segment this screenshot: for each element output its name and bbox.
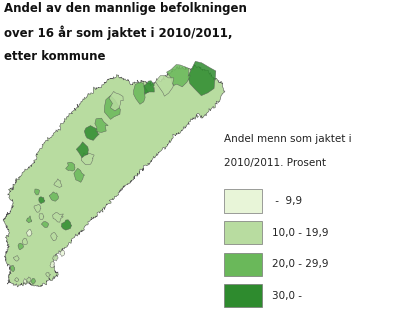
Polygon shape (13, 256, 19, 261)
Polygon shape (46, 273, 50, 277)
Bar (224, 221, 262, 244)
Polygon shape (53, 255, 58, 261)
Polygon shape (27, 277, 31, 282)
Text: -  9,9: - 9,9 (272, 196, 302, 206)
Polygon shape (144, 81, 154, 94)
Polygon shape (84, 125, 99, 140)
Text: etter kommune: etter kommune (4, 50, 106, 63)
Polygon shape (18, 243, 24, 250)
Polygon shape (74, 168, 85, 182)
Polygon shape (39, 213, 44, 220)
Polygon shape (51, 233, 57, 241)
Polygon shape (34, 204, 41, 212)
Text: 10,0 - 19,9: 10,0 - 19,9 (272, 228, 329, 237)
Text: Andel av den mannlige befolkningen: Andel av den mannlige befolkningen (4, 2, 247, 15)
Polygon shape (26, 229, 32, 236)
Polygon shape (53, 212, 64, 222)
Polygon shape (3, 65, 225, 287)
Polygon shape (14, 278, 19, 282)
Polygon shape (31, 278, 36, 285)
Polygon shape (66, 162, 75, 171)
Bar (224, 189, 262, 212)
Text: 30,0 -: 30,0 - (272, 291, 302, 301)
Polygon shape (61, 220, 72, 230)
Text: over 16 år som jaktet i 2010/2011,: over 16 år som jaktet i 2010/2011, (4, 26, 232, 40)
Polygon shape (104, 96, 120, 119)
Polygon shape (76, 142, 88, 158)
Polygon shape (109, 92, 123, 111)
Polygon shape (134, 82, 148, 104)
Polygon shape (60, 250, 65, 257)
Polygon shape (50, 262, 54, 268)
Polygon shape (81, 153, 94, 165)
Polygon shape (41, 221, 48, 228)
Polygon shape (155, 75, 174, 96)
Polygon shape (26, 216, 32, 223)
Text: Andel menn som jaktet i: Andel menn som jaktet i (224, 134, 352, 144)
Text: 2010/2011. Prosent: 2010/2011. Prosent (224, 158, 326, 168)
Polygon shape (23, 278, 27, 284)
Polygon shape (49, 192, 58, 201)
Polygon shape (22, 238, 27, 244)
Polygon shape (54, 179, 62, 188)
Bar (224, 284, 262, 308)
Polygon shape (95, 118, 108, 132)
Polygon shape (39, 197, 45, 204)
Bar (224, 252, 262, 276)
Polygon shape (10, 265, 15, 272)
Polygon shape (166, 65, 190, 87)
Text: 20,0 - 29,9: 20,0 - 29,9 (272, 259, 329, 269)
Polygon shape (35, 189, 40, 195)
Polygon shape (188, 61, 216, 96)
